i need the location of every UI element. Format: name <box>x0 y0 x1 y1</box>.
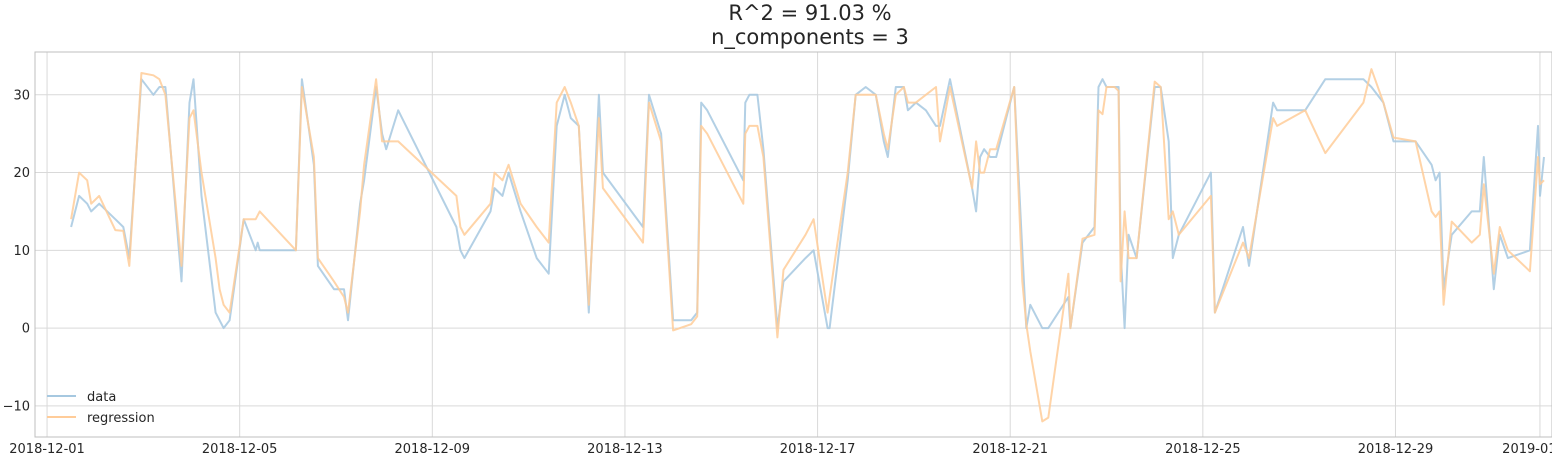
plot-frame <box>34 51 1552 438</box>
y-axis-ticks: −10 0 10 20 30 <box>3 88 30 414</box>
y-tick-label: 0 <box>22 322 30 337</box>
series-line-data <box>70 78 1545 330</box>
x-tick-label: 2018-12-05 <box>202 442 278 457</box>
chart-subtitle: n_components = 3 <box>711 25 909 50</box>
x-tick-label: 2018-12-25 <box>1165 442 1241 457</box>
y-tick-label: 30 <box>13 88 30 103</box>
legend: data regression <box>47 390 155 426</box>
x-tick-label: 2018-12-13 <box>587 442 663 457</box>
x-tick-label: 2018-12-01 <box>9 442 85 457</box>
x-axis-ticks: 2018-12-01 2018-12-05 2018-12-09 2018-12-13… <box>9 442 1552 457</box>
y-tick-label: 10 <box>13 244 30 259</box>
x-tick-label: 2018-12-09 <box>395 442 471 457</box>
x-tick-label: 2018-12-17 <box>780 442 856 457</box>
x-tick-label: 2018-12-29 <box>1358 442 1434 457</box>
grid-lines <box>35 52 1552 437</box>
legend-label-regression: regression <box>87 411 155 426</box>
series-layer <box>70 68 1545 423</box>
y-tick-label: −10 <box>3 399 30 414</box>
x-tick-label: 2019-01-01 <box>1502 442 1552 457</box>
chart-title: R^2 = 91.03 % <box>728 1 891 25</box>
y-tick-label: 20 <box>13 166 30 181</box>
x-tick-label: 2018-12-21 <box>972 442 1048 457</box>
legend-label-data: data <box>87 390 116 405</box>
series-line-regression <box>70 68 1545 423</box>
